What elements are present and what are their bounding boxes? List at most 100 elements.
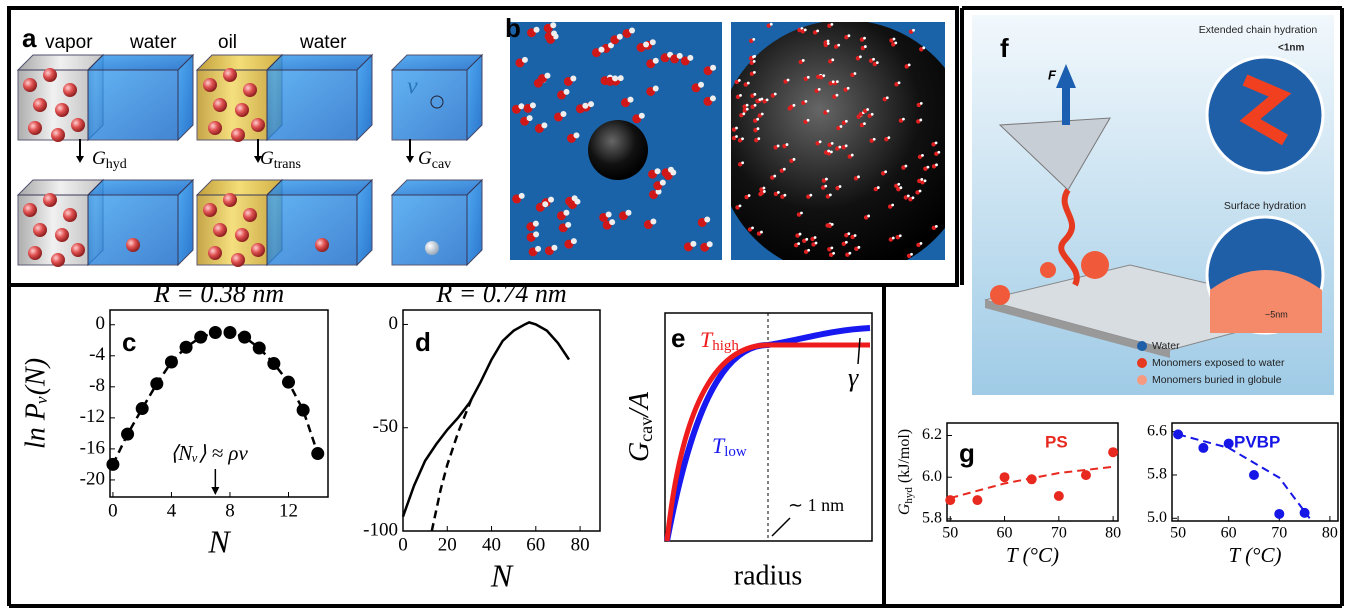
- hydrogen: [565, 221, 572, 228]
- hydrogen: [627, 96, 634, 103]
- subscript: high: [712, 338, 739, 354]
- hydrogen: [857, 175, 860, 179]
- hydrogen: [570, 75, 577, 82]
- y-tick-label: 5.0: [1147, 509, 1167, 526]
- hydrogen: [773, 174, 777, 178]
- oxygen: [748, 56, 754, 61]
- oxygen: [919, 47, 924, 52]
- surface-tension-label: γ: [848, 363, 859, 392]
- panel-label: e: [671, 323, 685, 353]
- hydrogen: [563, 209, 570, 216]
- hydrogen: [609, 219, 616, 226]
- molecule: [51, 128, 65, 142]
- oxygen: [803, 119, 808, 124]
- molecule: [43, 193, 57, 207]
- hydrogen: [753, 92, 757, 96]
- cube-side: [466, 53, 483, 142]
- data-point: [194, 330, 208, 344]
- oxygen: [908, 29, 914, 34]
- oxygen: [820, 185, 826, 190]
- suffix: (kJ/mol): [896, 429, 913, 487]
- x-tick-label: 40: [482, 535, 501, 556]
- x-axis-label: T (°C): [1229, 543, 1282, 567]
- oxygen: [884, 136, 889, 142]
- fit-curve: [1177, 433, 1311, 519]
- data-point: [1299, 507, 1310, 518]
- hydrogen: [533, 26, 540, 33]
- data-point: [311, 447, 325, 461]
- hydrogen: [826, 42, 830, 45]
- hydrogen: [906, 194, 910, 198]
- oxygen: [814, 88, 819, 94]
- oxygen: [888, 237, 894, 242]
- oxygen: [915, 190, 920, 195]
- oxygen: [835, 146, 840, 151]
- oxygen: [854, 246, 859, 252]
- data-point: [164, 355, 178, 369]
- oxygen: [825, 194, 831, 199]
- force-label: F: [1048, 67, 1057, 82]
- oxygen: [821, 178, 827, 183]
- oxygen: [889, 38, 894, 43]
- hydrogen: [899, 186, 903, 190]
- oxygen: [823, 110, 828, 115]
- oxygen: [882, 97, 887, 102]
- hydrogen: [876, 186, 880, 189]
- hydrogen: [920, 178, 924, 181]
- data-point: [999, 472, 1010, 483]
- hydrogen: [839, 125, 843, 128]
- oxygen: [862, 108, 868, 114]
- hydrogen: [735, 135, 738, 138]
- arrow: [771, 517, 791, 537]
- oxygen: [894, 82, 899, 87]
- plot-frame: [1171, 422, 1339, 522]
- oxygen: [844, 233, 849, 238]
- hydrogen: [847, 34, 851, 38]
- y-tick-label: 6.2: [922, 426, 942, 443]
- x-axis-label: T (°C): [1006, 543, 1059, 567]
- phase-label: vapor: [45, 32, 93, 53]
- legend-text: Monomers exposed to water: [1152, 357, 1285, 369]
- molecule: [425, 241, 439, 255]
- hydrogen: [912, 28, 915, 32]
- hydrogen: [838, 185, 842, 188]
- hydrogen: [773, 92, 777, 96]
- solute: [588, 120, 648, 180]
- x-tick-label: 70: [1051, 524, 1067, 541]
- molecule: [251, 118, 265, 132]
- oxygen: [891, 42, 896, 47]
- hydrogen: [676, 52, 683, 59]
- x-tick-label: 80: [1322, 524, 1338, 541]
- hydrogen: [844, 144, 848, 148]
- data-point: [1080, 470, 1091, 481]
- hydrogen: [529, 102, 536, 109]
- panel-b: b: [505, 13, 945, 260]
- hydrogen: [832, 251, 836, 255]
- oxygen: [844, 35, 849, 40]
- oxygen: [731, 135, 737, 141]
- hydrogen: [923, 179, 927, 183]
- data-point: [223, 326, 237, 340]
- oxygen: [934, 151, 939, 156]
- oxygen: [904, 64, 909, 69]
- hydrogen: [518, 192, 525, 199]
- y-tick-label: 0: [96, 313, 106, 334]
- hydrogen: [625, 209, 632, 216]
- data-point: [135, 402, 149, 416]
- hydrogen: [588, 101, 595, 108]
- x-tick-label: 0: [398, 535, 408, 556]
- molecule: [71, 118, 85, 132]
- hydrogen: [824, 184, 828, 188]
- x-tick-label: 50: [1170, 524, 1186, 541]
- hydrogen: [831, 80, 835, 84]
- oxygen: [859, 37, 865, 42]
- hydrogen: [806, 75, 810, 79]
- hydrogen: [573, 132, 580, 139]
- oxygen: [796, 212, 802, 217]
- data-point: [238, 330, 252, 344]
- molecule: [235, 103, 249, 117]
- oxygen: [827, 223, 832, 229]
- oxygen: [793, 242, 799, 248]
- oxygen: [872, 61, 877, 67]
